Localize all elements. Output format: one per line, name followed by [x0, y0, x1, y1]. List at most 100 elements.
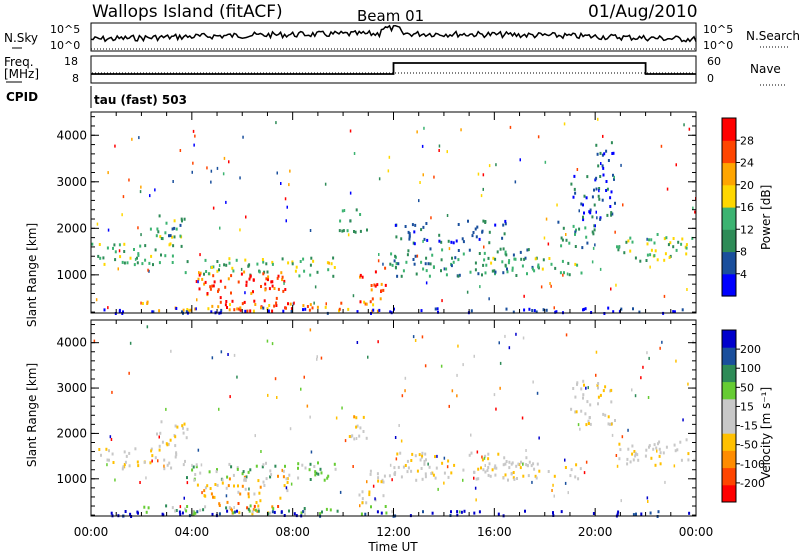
range-cell — [349, 129, 352, 133]
range-cell — [179, 513, 182, 516]
range-cell — [585, 235, 588, 239]
range-cell — [578, 209, 580, 213]
range-cell — [204, 280, 207, 284]
range-cell — [564, 458, 566, 462]
range-cell — [569, 474, 572, 478]
range-cell — [584, 226, 587, 230]
range-cell — [244, 258, 247, 262]
range-cell — [433, 265, 435, 269]
range-cell — [531, 309, 534, 312]
range-cell — [171, 227, 174, 231]
range-cell — [612, 173, 614, 177]
range-cell — [511, 268, 514, 272]
range-cell — [314, 285, 317, 289]
range-cell — [219, 226, 221, 230]
range-cell — [595, 373, 597, 377]
range-cell — [552, 483, 554, 487]
range-cell — [149, 194, 151, 198]
range-cell — [526, 248, 529, 252]
range-cell — [501, 236, 504, 240]
y-tick-label: 3000 — [56, 381, 87, 395]
range-cell — [662, 451, 665, 455]
range-cell — [618, 245, 621, 249]
range-cell — [428, 465, 431, 469]
range-cell — [290, 482, 293, 486]
range-cell — [211, 266, 213, 269]
range-cell — [377, 259, 380, 263]
range-cell — [395, 457, 398, 461]
range-cell — [257, 509, 260, 513]
range-cell — [656, 449, 658, 453]
range-cell — [374, 270, 377, 274]
range-cell — [171, 261, 174, 264]
range-cell — [423, 126, 425, 130]
range-cell — [166, 463, 169, 467]
range-cell — [111, 452, 114, 456]
range-cell — [612, 151, 615, 155]
range-cell — [605, 189, 608, 192]
range-cell — [424, 364, 427, 368]
range-cell — [610, 400, 613, 404]
range-cell — [267, 309, 270, 313]
range-cell — [306, 305, 309, 308]
range-cell — [512, 253, 515, 257]
range-cell — [561, 259, 564, 263]
range-cell — [164, 254, 167, 258]
range-cell — [620, 307, 623, 311]
range-cell — [595, 143, 598, 147]
range-cell — [550, 284, 552, 288]
range-cell — [224, 285, 227, 289]
range-cell — [627, 447, 630, 451]
range-cell — [456, 510, 459, 514]
range-cell — [488, 164, 491, 168]
range-cell — [534, 474, 537, 478]
range-cell — [281, 275, 284, 279]
range-cell — [355, 425, 358, 429]
range-cell — [470, 433, 472, 437]
range-cell — [267, 393, 269, 397]
range-cell — [508, 460, 511, 464]
range-cell — [572, 224, 575, 228]
range-cell — [186, 260, 189, 264]
range-cell — [136, 460, 139, 464]
range-cell — [478, 237, 481, 241]
range-cell — [107, 171, 109, 175]
range-cell — [109, 435, 112, 439]
range-cell — [398, 424, 400, 427]
range-cell — [302, 308, 304, 312]
range-cell — [445, 273, 448, 277]
range-cell — [669, 241, 672, 245]
range-cell — [443, 456, 446, 460]
range-cell — [254, 434, 256, 438]
range-cell — [241, 484, 244, 488]
range-cell — [264, 282, 267, 286]
range-cell — [551, 489, 553, 492]
range-cell — [218, 512, 221, 516]
range-cell — [681, 308, 684, 312]
range-cell — [355, 437, 358, 440]
range-cell — [462, 252, 465, 256]
plot-area — [91, 112, 696, 313]
range-cell — [151, 459, 153, 463]
range-cell — [233, 484, 235, 488]
range-cell — [394, 254, 397, 258]
range-cell — [575, 463, 578, 467]
range-cell — [230, 465, 233, 469]
range-cell — [251, 512, 254, 516]
range-cell — [589, 422, 592, 426]
range-cell — [478, 252, 481, 255]
range-cell — [414, 454, 417, 458]
nsky-tick-bottom: 10^0 — [50, 39, 80, 52]
range-cell — [133, 263, 136, 267]
range-cell — [333, 266, 336, 269]
range-cell — [481, 230, 484, 234]
range-cell — [332, 256, 335, 260]
range-cell — [434, 476, 437, 480]
range-cell — [117, 267, 119, 271]
range-cell — [108, 449, 110, 453]
range-cell — [208, 470, 211, 474]
range-cell — [607, 415, 610, 419]
range-cell — [391, 263, 394, 267]
range-cell — [351, 434, 354, 438]
range-cell — [238, 307, 241, 311]
